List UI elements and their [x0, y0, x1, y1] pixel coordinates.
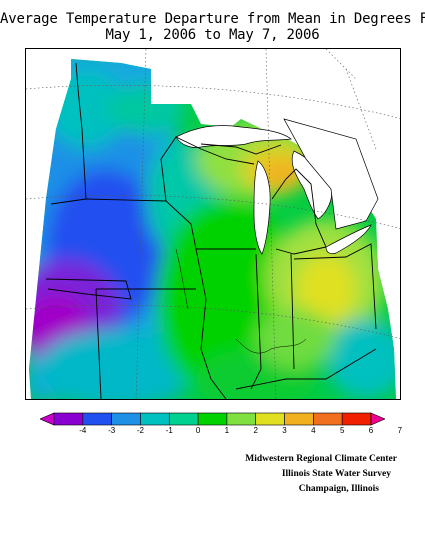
legend-tick-label: -4: [79, 426, 87, 435]
legend-swatch: [111, 412, 141, 426]
legend-tick-label: -2: [136, 426, 145, 435]
legend-swatch: [313, 412, 343, 426]
legend-tick-label: 4: [311, 426, 316, 435]
credit-organization: Midwestern Regional Climate Center: [245, 454, 397, 464]
legend-tick-label: 7: [397, 426, 403, 435]
state-boundaries: [45, 62, 377, 399]
rivers: [175, 248, 307, 354]
legend-swatch: [197, 412, 228, 426]
legend-arrow-high: [370, 412, 385, 426]
legend-tick-label: -3: [108, 426, 116, 435]
credit-location: Champaign, Illinois: [298, 484, 379, 494]
legend-tick-label: 0: [195, 426, 201, 435]
legend-swatch: [53, 412, 84, 426]
map-canvas: [26, 49, 400, 399]
legend-swatch: [82, 412, 112, 426]
temperature-departure-map: [25, 48, 401, 400]
credit-agency: Illinois State Water Survey: [281, 469, 391, 479]
legend-tick-label: 6: [368, 426, 374, 435]
legend-tick-label: 1: [224, 426, 230, 435]
map-date-range: May 1, 2006 to May 7, 2006: [105, 27, 320, 43]
legend-swatch: [226, 412, 257, 426]
legend-tick-label: 2: [253, 426, 258, 435]
legend-tick-label: 3: [282, 426, 287, 435]
legend-tick-label: 5: [339, 426, 345, 435]
legend-swatch: [284, 412, 314, 426]
legend-swatch: [168, 412, 199, 426]
color-legend: [40, 412, 385, 426]
graticule: [26, 49, 400, 399]
map-title: Average Temperature Departure from Mean …: [0, 11, 425, 27]
legend-swatch: [140, 412, 170, 426]
legend-arrow-low: [40, 412, 55, 426]
legend-tick-label: -1: [165, 426, 173, 435]
legend-swatch: [255, 412, 285, 426]
legend-swatch: [341, 412, 372, 426]
great-lakes: [175, 118, 379, 255]
